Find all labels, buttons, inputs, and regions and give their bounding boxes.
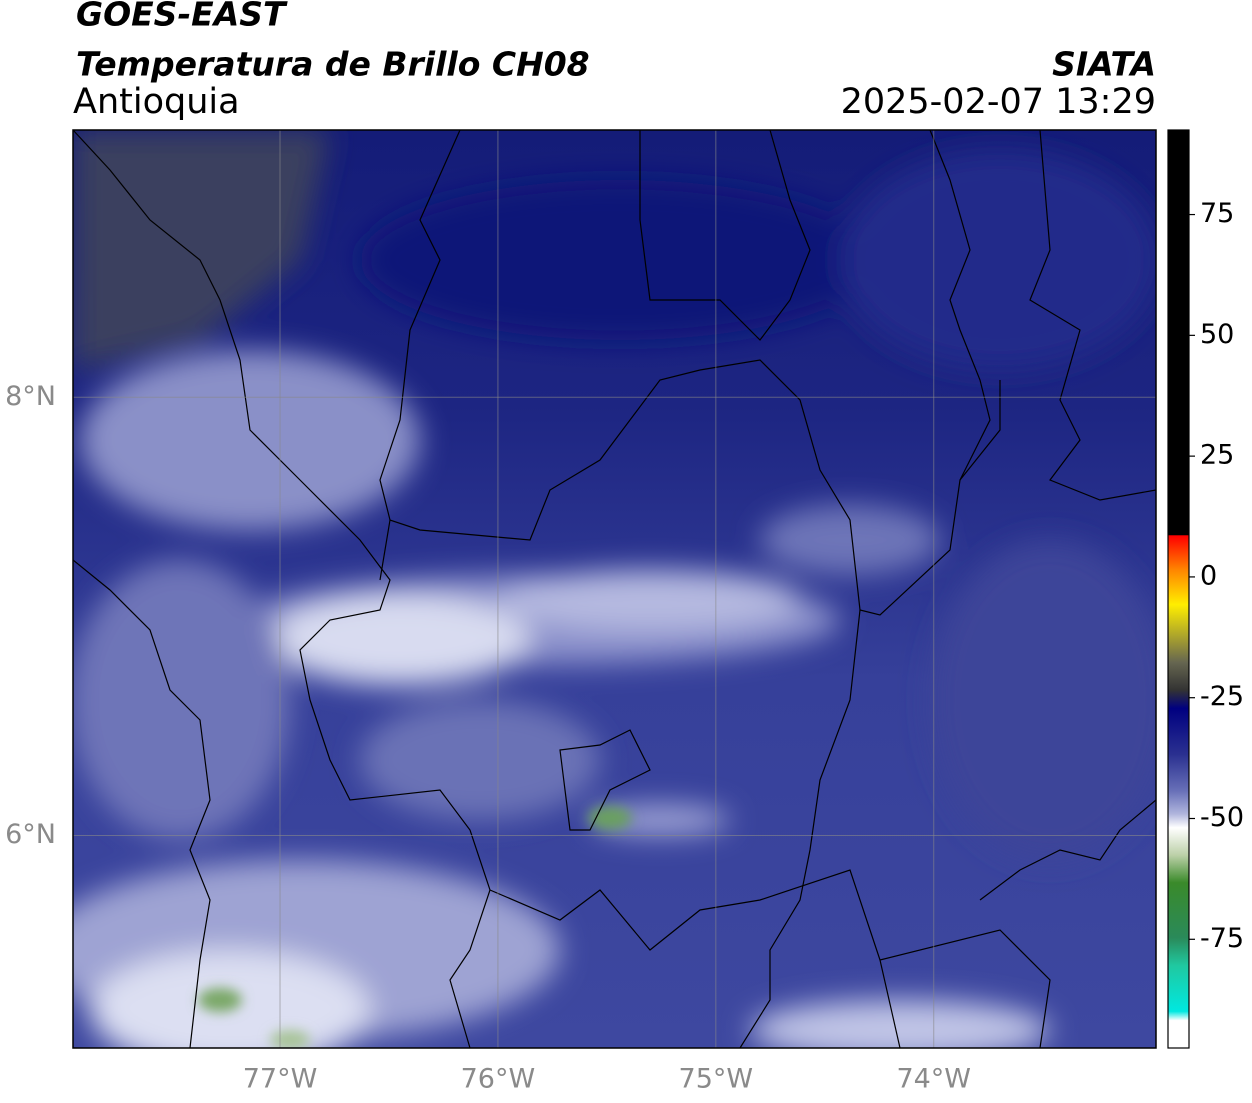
x-tick-label: 77°W (243, 1064, 318, 1095)
timestamp: 2025-02-07 13:29 (841, 82, 1156, 122)
region: Antioquia (73, 82, 240, 122)
colorbar-tick-label: -50 (1200, 802, 1244, 833)
subtitle: Temperatura de Brillo CH08 (76, 45, 590, 84)
colorbar-tick-label: -75 (1200, 923, 1244, 954)
grid (73, 130, 1156, 1048)
colorbar-tick-label: 50 (1200, 319, 1234, 350)
y-tick-label: 8°N (5, 381, 56, 412)
map-frame (72, 129, 1157, 1049)
colorbar-tick-label: 0 (1200, 560, 1217, 591)
title: GOES-EAST (76, 0, 288, 34)
colorbar-ticks: 75 50 25 0 -25 -50 -75 (1189, 198, 1244, 954)
colorbar (1167, 129, 1190, 1049)
source: SIATA (1052, 45, 1156, 84)
colorbar-tick-label: 25 (1200, 440, 1234, 471)
y-tick-label: 6°N (5, 819, 56, 850)
colorbar-tick-label: -25 (1200, 681, 1244, 712)
satellite-image (73, 130, 1156, 1048)
x-tick-label: 76°W (461, 1064, 536, 1095)
colorbar-tick-label: 75 (1200, 198, 1234, 229)
x-tick-label: 75°W (679, 1064, 754, 1095)
x-tick-label: 74°W (896, 1064, 971, 1095)
